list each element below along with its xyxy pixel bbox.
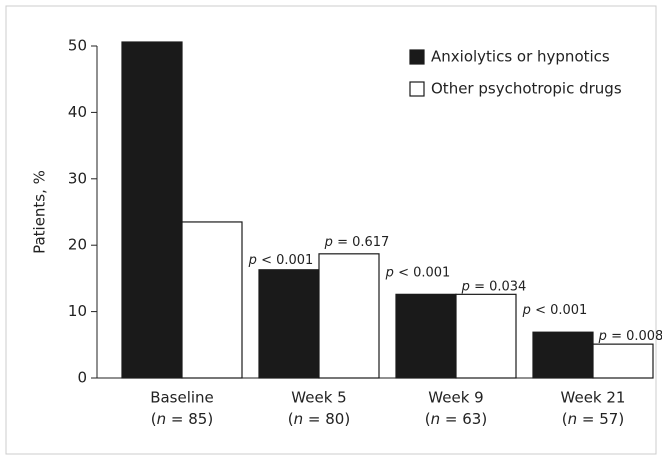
y-tick-label: 0 [77,369,87,387]
x-tick-sublabel: (n = 80) [288,410,350,428]
x-tick-label: Week 9 [428,389,483,407]
y-tick-label: 10 [68,302,87,320]
legend-swatch [409,49,425,65]
bar-annotation: p < 0.001 [248,252,314,267]
bar-annotation: p < 0.001 [522,303,588,318]
bar [592,343,654,379]
y-axis-label: Patients, % [31,170,49,254]
x-tick-sublabel: (n = 85) [151,410,213,428]
legend-swatch [409,81,425,97]
x-tick-sublabel: (n = 57) [562,410,624,428]
x-tick-label: Week 5 [291,389,346,407]
x-tick-sublabel: (n = 63) [425,410,487,428]
bar [395,293,457,379]
y-tick-label: 20 [68,236,87,254]
legend-label: Anxiolytics or hypnotics [431,48,610,66]
y-tick-label: 50 [68,37,87,55]
bar [121,41,183,379]
x-tick-label: Baseline [150,389,214,407]
y-tick-label: 40 [68,103,87,121]
y-tick-label: 30 [68,169,87,187]
bar-annotation: p = 0.008 [598,329,662,344]
bar [258,269,320,379]
bar-annotation: p = 0.617 [324,234,390,249]
bar [318,253,380,379]
frame [5,5,657,455]
x-tick-label: Week 21 [561,389,626,407]
legend-label: Other psychotropic drugs [431,80,622,98]
bar [181,221,243,379]
bar-annotation: p = 0.034 [461,279,527,294]
bar [532,331,594,379]
bar [455,293,517,379]
bar-annotation: p < 0.001 [385,265,451,280]
